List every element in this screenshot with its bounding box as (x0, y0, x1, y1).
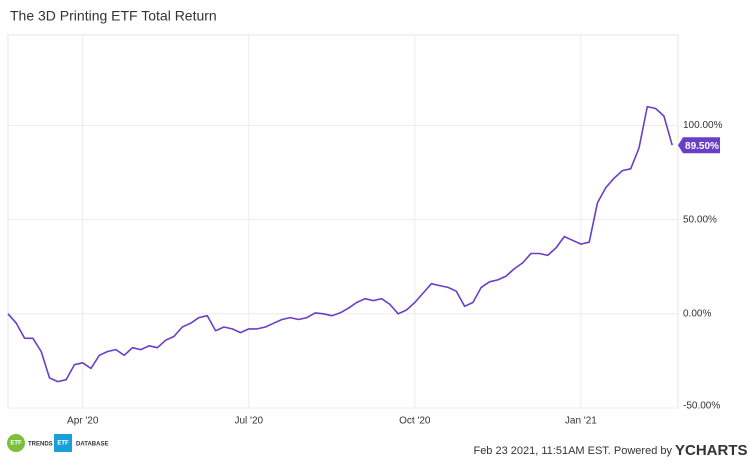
y-tick-label: 0.00% (683, 308, 711, 319)
logo-badge (54, 434, 72, 452)
logo-text: DATABASE (76, 442, 108, 448)
grid (8, 35, 678, 409)
y-tick-label: 50.00% (683, 214, 717, 225)
x-tick-label: Apr '20 (67, 416, 99, 427)
logo-badge (7, 434, 25, 452)
x-tick-label: Jan '21 (565, 416, 597, 427)
line (7, 105, 673, 383)
value-label: 89.50% (685, 141, 719, 152)
logo-text: ETF (10, 441, 22, 447)
y-tick-label: 100.00% (683, 120, 723, 131)
timestamp: Feb 23 2021, 11:51AM EST. Powered by (473, 445, 672, 457)
chart-title: The 3D Printing ETF Total Return (10, 8, 217, 24)
x-tick-label: Jul '20 (234, 416, 263, 427)
footer: ETF TRENDS ETF DATABASE Feb 23 2021, 11:… (7, 434, 748, 459)
logo-text: TRENDS (28, 442, 53, 448)
x-tick-label: Oct '20 (399, 416, 431, 427)
logo-text: ETF (57, 441, 69, 447)
brand: YCHARTS (675, 442, 748, 459)
y-tick-label: -50.00% (683, 401, 720, 412)
value-badge (678, 137, 720, 154)
